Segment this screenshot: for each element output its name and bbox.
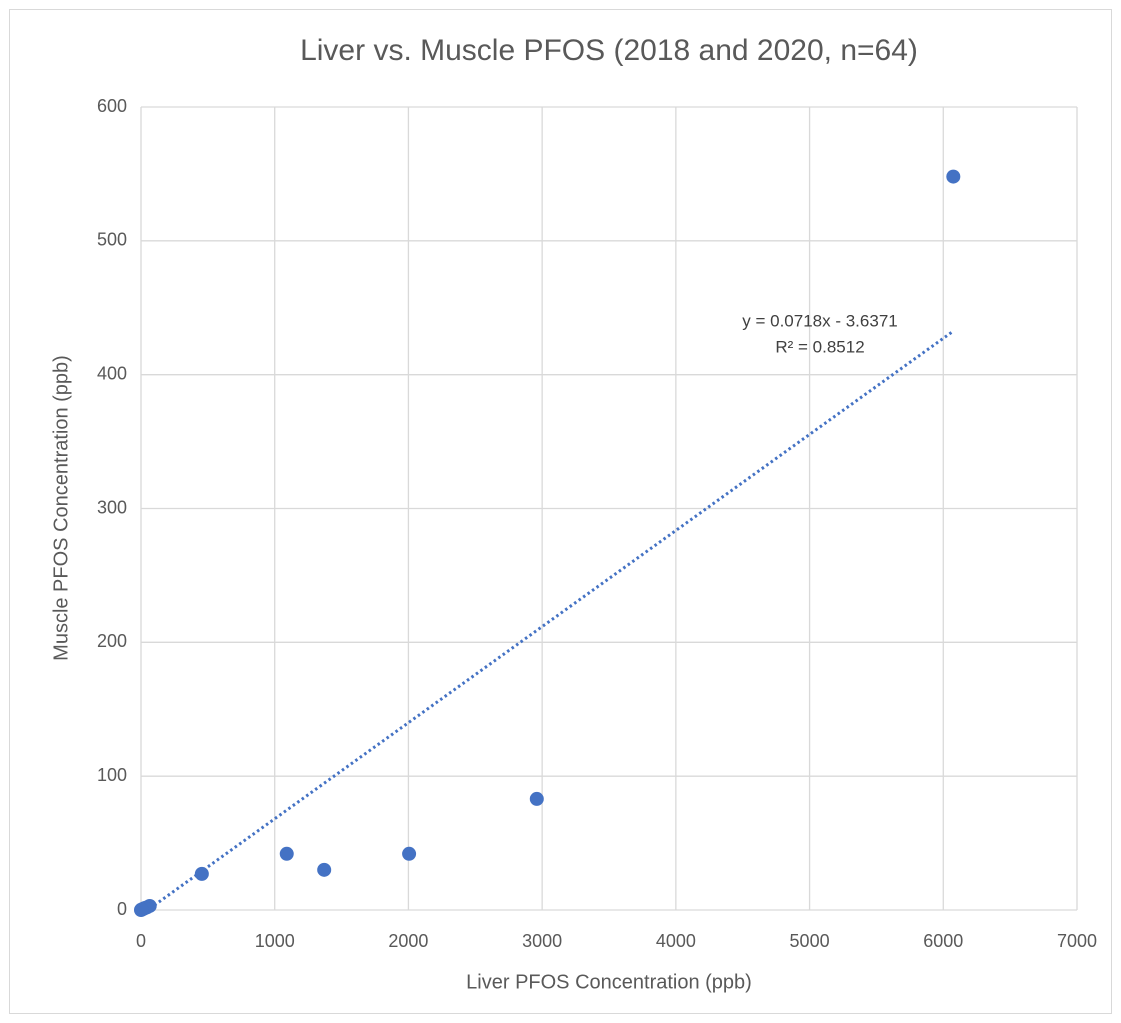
y-tick-label: 400 bbox=[97, 363, 127, 383]
x-axis-title: Liver PFOS Concentration (ppb) bbox=[466, 971, 752, 993]
x-tick-label: 4000 bbox=[656, 931, 696, 951]
y-tick-label: 100 bbox=[97, 765, 127, 785]
x-tick-label: 2000 bbox=[388, 931, 428, 951]
point bbox=[317, 862, 332, 877]
trend-equation: y = 0.0718x - 3.6371 bbox=[742, 311, 897, 330]
x-tick-label: 1000 bbox=[255, 931, 295, 951]
chart-title: Liver vs. Muscle PFOS (2018 and 2020, n=… bbox=[300, 34, 918, 67]
point bbox=[402, 846, 417, 861]
trend-r2: R² = 0.8512 bbox=[775, 337, 864, 356]
trendline bbox=[145, 329, 955, 910]
y-tick-label: 600 bbox=[97, 96, 127, 116]
marks bbox=[134, 169, 961, 917]
x-tick-label: 0 bbox=[136, 931, 146, 951]
y-tick-label: 500 bbox=[97, 230, 127, 250]
x-tick-label: 5000 bbox=[790, 931, 830, 951]
point bbox=[946, 169, 961, 184]
x-tick-label: 3000 bbox=[522, 931, 562, 951]
point bbox=[194, 866, 209, 881]
point bbox=[529, 791, 544, 806]
x-tick-label: 6000 bbox=[923, 931, 963, 951]
y-tick-label: 300 bbox=[97, 497, 127, 517]
y-axis-title: Muscle PFOS Concentration (ppb) bbox=[50, 355, 72, 661]
point bbox=[134, 903, 148, 917]
point bbox=[279, 846, 294, 861]
x-tick-label: 7000 bbox=[1057, 931, 1097, 951]
grid bbox=[140, 106, 1078, 911]
y-tick-label: 200 bbox=[97, 631, 127, 651]
chart-frame bbox=[9, 9, 1112, 1014]
y-tick-label: 0 bbox=[117, 899, 127, 919]
